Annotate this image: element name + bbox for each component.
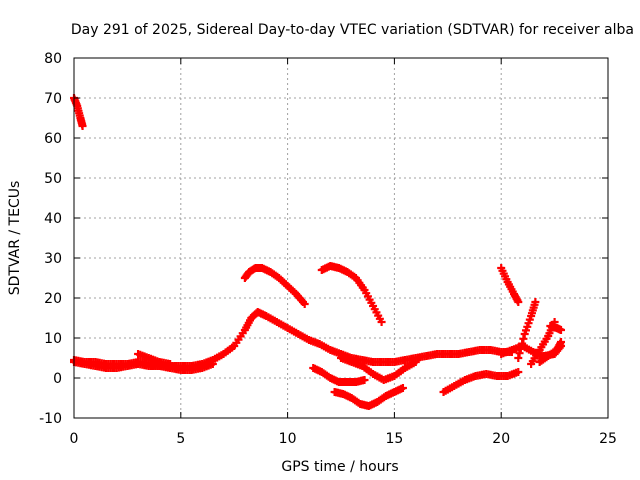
series-track-4 — [134, 350, 175, 368]
x-tick-label: 5 — [176, 431, 185, 447]
y-axis-label: SDTVAR / TECUs — [7, 181, 23, 296]
x-tick-label: 15 — [385, 431, 403, 447]
x-tick-label: 10 — [279, 431, 297, 447]
y-tick-label: 0 — [53, 371, 62, 387]
data-point — [557, 338, 566, 346]
data-point — [300, 300, 309, 308]
x-tick-label: 0 — [70, 431, 79, 447]
series-track-11 — [497, 264, 523, 306]
x-tick-label: 20 — [492, 431, 510, 447]
data-point — [398, 384, 407, 392]
y-tick-label: 50 — [44, 171, 62, 187]
series-track-6 — [317, 262, 386, 326]
data-points — [70, 94, 566, 410]
data-point — [411, 358, 420, 366]
series-track-7 — [309, 364, 369, 386]
plot-frame — [73, 57, 609, 419]
data-point-fill — [516, 344, 525, 353]
data-point — [166, 360, 175, 368]
series-track-16 — [535, 338, 566, 366]
y-tick-label: -10 — [39, 411, 62, 427]
data-point — [377, 318, 386, 326]
series-track-13 — [514, 298, 540, 362]
data-point — [531, 298, 540, 306]
series-track-14 — [527, 318, 559, 368]
y-tick-label: 60 — [44, 131, 62, 147]
data-point — [360, 376, 369, 384]
y-tick-label: 10 — [44, 331, 62, 347]
data-point-fill — [519, 334, 528, 343]
data-point — [514, 298, 523, 306]
data-point — [78, 122, 87, 130]
chart-title: Day 291 of 2025, Sidereal Day-to-day VTE… — [71, 22, 634, 38]
y-tick-label: 20 — [44, 291, 62, 307]
y-tick-label: 70 — [44, 91, 62, 107]
x-tick-label: 25 — [599, 431, 617, 447]
data-point-fill — [515, 349, 524, 358]
series-track-10 — [439, 368, 523, 396]
y-tick-label: 30 — [44, 251, 62, 267]
data-point — [514, 368, 523, 376]
y-tick-label: 80 — [44, 51, 62, 67]
data-point-fill — [518, 339, 527, 348]
series-track-8 — [330, 384, 407, 410]
y-tick-label: 40 — [44, 211, 62, 227]
data-point — [557, 326, 566, 334]
series-track-5 — [240, 264, 309, 308]
x-axis-label: GPS time / hours — [281, 459, 398, 475]
series-track-9 — [337, 354, 420, 384]
series-track-1 — [70, 94, 87, 130]
data-point — [514, 354, 523, 362]
axis-ticks: 0 5 10 15 20 25 -10 0 10 20 30 40 50 60 70 80 — [39, 51, 617, 447]
series-track-15 — [546, 322, 566, 334]
data-point — [208, 360, 217, 368]
